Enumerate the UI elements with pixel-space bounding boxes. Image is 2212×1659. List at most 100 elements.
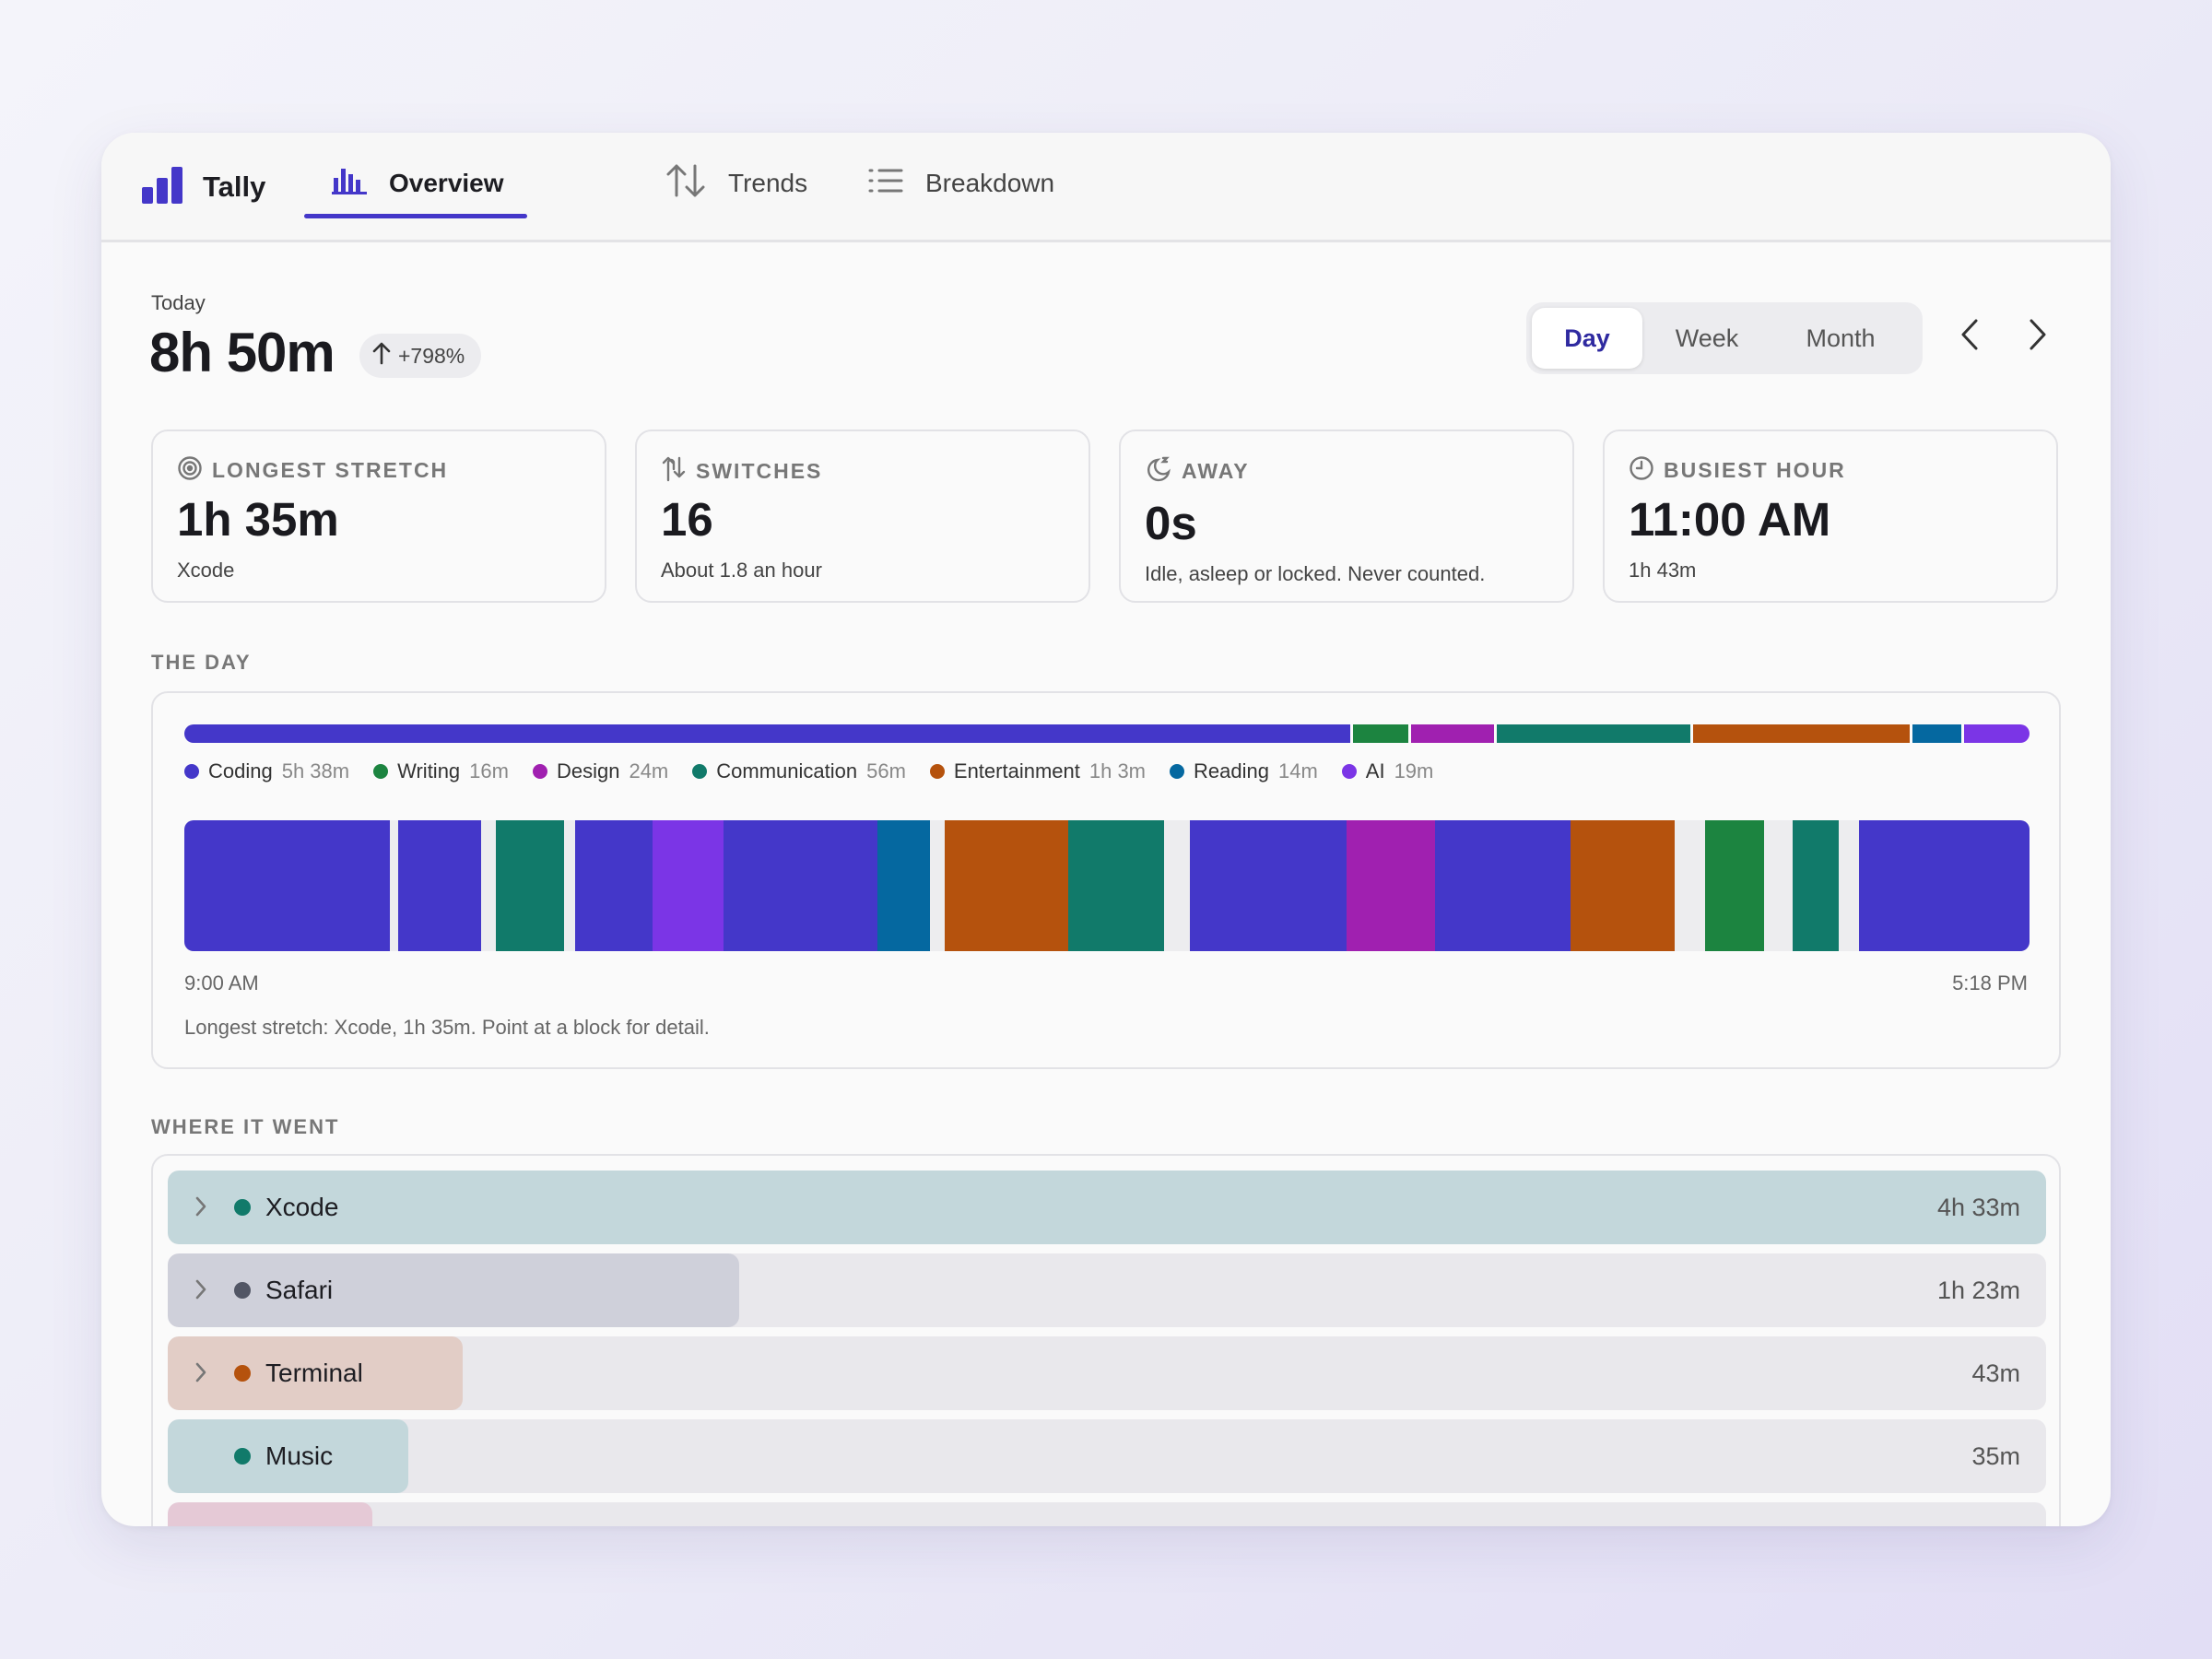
app-usage-list: Xcode 4h 33m Safari 1h 23m Terminal 43m Music 3… (151, 1154, 2061, 1526)
timeline-block[interactable] (1068, 820, 1165, 951)
legend-dot (929, 764, 945, 779)
timeline-block[interactable] (1190, 820, 1347, 951)
timeline-block[interactable] (877, 820, 931, 951)
legend-category-name: Communication (716, 759, 858, 782)
category-share-segment[interactable] (1494, 724, 1690, 743)
card-title: BUSIEST HOUR (1664, 458, 1846, 482)
card-header: AWAY (1145, 455, 1250, 488)
tab-label: Overview (389, 169, 504, 197)
legend-category-name: Entertainment (953, 759, 1080, 782)
category-legend: Coding 5h 38m Writing 16m Design 24m Communica… (184, 759, 1457, 783)
tab-breakdown[interactable]: Breakdown (868, 160, 1054, 206)
timeline-block[interactable] (397, 820, 481, 951)
period-label: Today (151, 291, 206, 314)
app-usage-row[interactable]: Safari 1h 23m (168, 1253, 2046, 1327)
the-day-panel: Coding 5h 38m Writing 16m Design 24m Communica… (151, 691, 2061, 1069)
legend-item: Entertainment 1h 3m (929, 759, 1147, 783)
legend-dot (1170, 764, 1185, 779)
timeline-block[interactable] (1346, 820, 1436, 951)
legend-category-name: Reading (1194, 759, 1269, 782)
timeline-block[interactable] (1859, 820, 2030, 951)
timeline-block[interactable] (1435, 820, 1571, 951)
period-day-button[interactable]: Day (1532, 308, 1642, 369)
legend-category-duration: 24m (629, 759, 669, 782)
category-share-segment[interactable] (1350, 724, 1409, 743)
app-usage-row[interactable] (168, 1502, 2046, 1526)
app-usage-row[interactable]: Xcode 4h 33m (168, 1171, 2046, 1244)
category-share-bar (184, 724, 2030, 743)
tally-logo-icon (142, 166, 184, 208)
timeline-block[interactable] (184, 820, 390, 951)
category-share-segment[interactable] (184, 724, 1351, 743)
brand[interactable]: Tally (142, 164, 265, 210)
sort-arrows-icon (665, 162, 706, 206)
timeline-block[interactable] (724, 820, 878, 951)
legend-category-duration: 19m (1394, 759, 1434, 782)
app-name: Music (265, 1441, 334, 1470)
list-icon (868, 167, 903, 201)
legend-category-name: Coding (208, 759, 273, 782)
app-usage-row[interactable]: Terminal 43m (168, 1336, 2046, 1410)
app-color-dot (234, 1365, 251, 1382)
clock-icon (1629, 455, 1654, 486)
timeline-block[interactable] (1704, 820, 1765, 951)
chevron-right-icon[interactable] (194, 1277, 208, 1306)
card-away: AWAY 0s Idle, asleep or locked. Never co… (1119, 429, 1574, 603)
chevron-left-icon (1959, 318, 1980, 356)
category-share-segment[interactable] (1408, 724, 1495, 743)
tab-trends[interactable]: Trends (665, 160, 807, 206)
total-time: 8h 50m (149, 322, 335, 383)
moon-icon (1145, 455, 1172, 488)
tab-overview[interactable]: Overview (332, 160, 504, 206)
category-share-segment[interactable] (1910, 724, 1961, 743)
switch-arrows-icon (661, 455, 687, 488)
legend-dot (1341, 764, 1357, 779)
app-color-dot (234, 1448, 251, 1465)
legend-category-duration: 1h 3m (1088, 759, 1147, 782)
usage-share-fill (168, 1336, 463, 1410)
period-month-button[interactable]: Month (1806, 324, 1876, 352)
tab-label: Trends (728, 169, 808, 197)
legend-item: Design 24m (532, 759, 669, 783)
card-value: 11:00 AM (1629, 493, 1831, 546)
card-longest-stretch: LONGEST STRETCH 1h 35m Xcode (151, 429, 606, 603)
card-subtext: Xcode (177, 559, 235, 582)
card-value: 16 (661, 493, 713, 546)
day-timeline (184, 820, 2030, 951)
card-title: AWAY (1182, 459, 1250, 483)
card-subtext: About 1.8 an hour (661, 559, 822, 582)
next-period-button[interactable] (2015, 313, 2061, 359)
previous-period-button[interactable] (1947, 313, 1993, 359)
category-share-segment[interactable] (1689, 724, 1911, 743)
legend-category-name: AI (1365, 759, 1385, 782)
section-title-where-it-went: WHERE IT WENT (151, 1115, 340, 1138)
app-duration: 1h 23m (1936, 1277, 2020, 1304)
app-window: Tally Overview Trend (101, 133, 2111, 1526)
chevron-right-icon[interactable] (194, 1360, 208, 1389)
legend-item: Coding 5h 38m (184, 759, 349, 783)
timeline-block[interactable] (944, 820, 1069, 951)
change-value: +798% (398, 343, 465, 368)
timeline-block[interactable] (1570, 820, 1676, 951)
timeline-start-time: 9:00 AM (184, 971, 259, 994)
legend-dot (532, 764, 547, 779)
chevron-right-icon (2028, 318, 2048, 356)
period-week-button[interactable]: Week (1675, 324, 1739, 352)
timeline-block[interactable] (653, 820, 724, 951)
app-usage-row[interactable]: Music 35m (168, 1419, 2046, 1493)
card-value: 0s (1145, 497, 1197, 549)
section-title-the-day: THE DAY (151, 651, 252, 674)
legend-category-duration: 14m (1277, 759, 1318, 782)
timeline-block[interactable] (496, 820, 565, 951)
legend-item: Communication 56m (692, 759, 906, 783)
chevron-right-icon[interactable] (194, 1194, 208, 1223)
legend-category-name: Design (556, 759, 620, 782)
timeline-block[interactable] (1793, 820, 1839, 951)
legend-category-duration: 16m (469, 759, 509, 782)
legend-category-duration: 5h 38m (281, 759, 350, 782)
app-name: Xcode (265, 1193, 339, 1221)
timeline-block[interactable] (574, 820, 653, 951)
category-share-segment[interactable] (1960, 724, 2030, 743)
usage-share-fill (168, 1419, 408, 1493)
app-color-dot (234, 1282, 251, 1299)
